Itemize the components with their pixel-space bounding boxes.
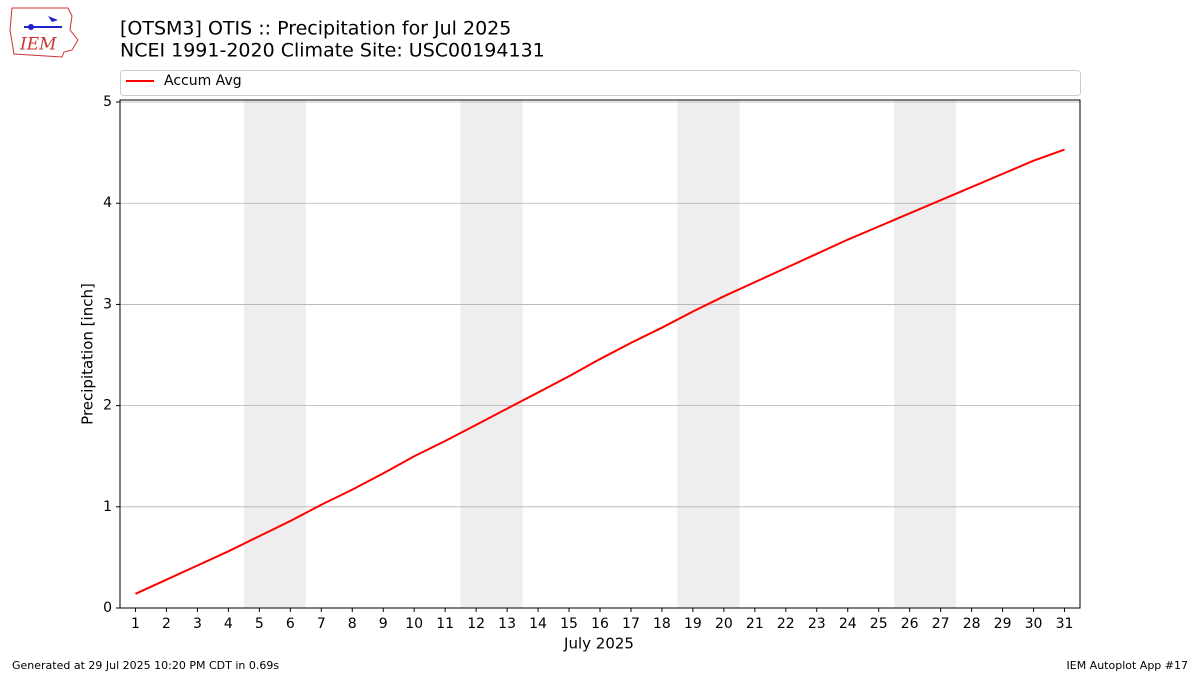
y-tick-label: 5 bbox=[103, 94, 112, 110]
x-tick-label: 23 bbox=[808, 616, 826, 632]
chart-subtitle: NCEI 1991-2020 Climate Site: USC00194131 bbox=[120, 40, 545, 62]
x-tick-label: 4 bbox=[224, 616, 233, 632]
series-line bbox=[135, 148, 1065, 595]
y-tick-label: 4 bbox=[103, 195, 112, 211]
weekend-shade bbox=[677, 100, 740, 608]
x-tick-label: 13 bbox=[498, 616, 516, 632]
weekend-shade bbox=[243, 100, 306, 608]
x-tick-label: 22 bbox=[777, 616, 795, 632]
x-tick-label: 12 bbox=[467, 616, 485, 632]
y-tick-label: 1 bbox=[103, 499, 112, 515]
x-tick-label: 24 bbox=[839, 616, 857, 632]
logo-text: IEM bbox=[19, 35, 57, 55]
x-tick-label: 7 bbox=[317, 616, 326, 632]
x-tick-label: 1 bbox=[131, 616, 140, 632]
chart-title: [OTSM3] OTIS :: Precipitation for Jul 20… bbox=[120, 18, 511, 40]
y-tick-label: 2 bbox=[103, 398, 112, 414]
x-tick-label: 31 bbox=[1056, 616, 1074, 632]
weekend-shade bbox=[460, 100, 523, 608]
footer-left: Generated at 29 Jul 2025 10:20 PM CDT in… bbox=[12, 659, 279, 672]
x-tick-label: 29 bbox=[994, 616, 1012, 632]
x-tick-label: 10 bbox=[405, 616, 423, 632]
x-tick-label: 25 bbox=[870, 616, 888, 632]
x-tick-label: 27 bbox=[932, 616, 950, 632]
x-axis-label: July 2025 bbox=[563, 635, 634, 653]
plot-frame bbox=[119, 99, 1081, 609]
y-tick-label: 3 bbox=[103, 296, 112, 312]
x-tick-label: 9 bbox=[379, 616, 388, 632]
legend-box bbox=[120, 70, 1081, 96]
x-tick-label: 15 bbox=[560, 616, 578, 632]
weekend-shade bbox=[894, 100, 957, 608]
y-axis-label: Precipitation [inch] bbox=[79, 283, 97, 425]
x-tick-label: 5 bbox=[255, 616, 264, 632]
x-tick-label: 26 bbox=[901, 616, 919, 632]
x-tick-label: 2 bbox=[162, 616, 171, 632]
legend-label: Accum Avg bbox=[164, 73, 242, 89]
footer-right: IEM Autoplot App #17 bbox=[1067, 659, 1189, 672]
x-tick-label: 11 bbox=[436, 616, 454, 632]
x-tick-label: 14 bbox=[529, 616, 547, 632]
x-tick-label: 20 bbox=[715, 616, 733, 632]
logo: IEM bbox=[9, 7, 79, 58]
y-tick-label: 0 bbox=[103, 600, 112, 616]
x-tick-label: 3 bbox=[193, 616, 202, 632]
x-tick-label: 21 bbox=[746, 616, 764, 632]
x-tick-label: 19 bbox=[684, 616, 702, 632]
x-tick-label: 28 bbox=[963, 616, 981, 632]
x-tick-label: 30 bbox=[1025, 616, 1043, 632]
x-tick-label: 16 bbox=[591, 616, 609, 632]
x-tick-label: 6 bbox=[286, 616, 295, 632]
x-tick-label: 8 bbox=[348, 616, 357, 632]
x-tick-label: 18 bbox=[653, 616, 671, 632]
x-tick-label: 17 bbox=[622, 616, 640, 632]
